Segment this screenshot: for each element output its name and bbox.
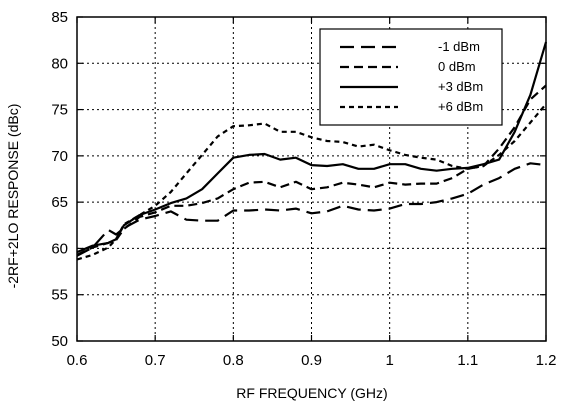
x-tick-label: 0.9 [301,352,322,369]
legend-box [319,28,503,126]
legend-label: 0 dBm [438,59,476,74]
legend-label: -1 dBm [438,39,480,54]
y-tick-label: 70 [51,148,68,165]
y-tick-label: 80 [51,55,68,72]
x-tick-label: 1.2 [536,352,557,369]
y-tick-label: 55 [51,287,68,304]
series-line-4 [76,103,547,261]
x-axis-title: RF FREQUENCY (GHz) [236,385,387,401]
x-tick-label: 0.7 [145,352,166,369]
tick-marks [76,16,547,342]
y-tick-label: 75 [51,102,68,119]
y-tick-labels: 50 55 60 65 70 75 80 85 [51,9,68,350]
x-tick-label: 1 [385,352,393,369]
y-axis-title: -2RF+2LO RESPONSE (dBc) [5,104,21,289]
legend: -1 dBm 0 dBm +3 dBm +6 dBm [319,28,503,126]
y-tick-label: 65 [51,194,68,211]
y-tick-label: 60 [51,240,68,257]
x-tick-label: 0.8 [223,352,244,369]
legend-label: +3 dBm [438,79,483,94]
x-tick-label: 1.1 [457,352,478,369]
y-tick-label: 50 [51,333,68,350]
series-layer [76,41,548,261]
x-tick-labels: 0.6 0.7 0.8 0.9 1 1.1 1.2 [67,352,557,369]
legend-label: +6 dBm [438,99,483,114]
y-tick-label: 85 [51,9,68,26]
series-line-2 [76,84,547,256]
x-tick-label: 0.6 [67,352,88,369]
